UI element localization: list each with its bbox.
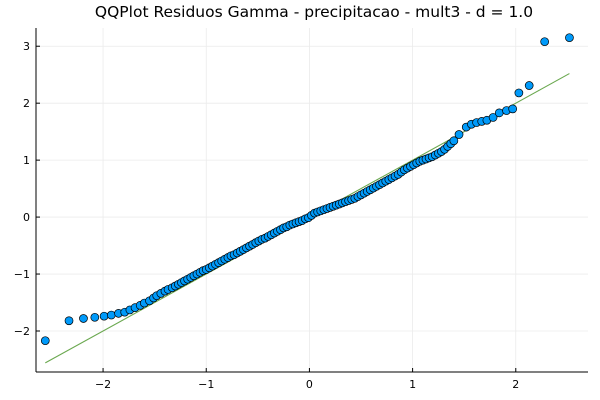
data-point bbox=[508, 104, 518, 114]
x-axis-ticks: −2 −1 0 1 2 bbox=[95, 368, 519, 391]
data-point bbox=[524, 81, 534, 90]
data-point bbox=[79, 314, 88, 323]
y-tick-label: −2 bbox=[14, 325, 30, 338]
axes bbox=[35, 28, 588, 373]
data-point bbox=[540, 37, 550, 47]
x-tick-label: 1 bbox=[409, 378, 416, 391]
data-points bbox=[40, 33, 574, 346]
data-point bbox=[454, 130, 464, 139]
y-axis-ticks: −2 −1 0 1 2 3 bbox=[14, 40, 40, 338]
x-tick-label: −1 bbox=[198, 378, 214, 391]
data-point bbox=[449, 136, 459, 146]
data-point bbox=[514, 88, 524, 98]
data-point bbox=[64, 316, 74, 326]
y-tick-label: 0 bbox=[23, 211, 30, 224]
data-point bbox=[494, 108, 504, 118]
data-point bbox=[565, 33, 574, 43]
data-point bbox=[90, 312, 100, 322]
x-tick-label: 2 bbox=[512, 378, 519, 391]
x-tick-label: −2 bbox=[95, 378, 111, 391]
y-tick-label: 3 bbox=[23, 40, 30, 53]
chart-title: QQPlot Residuos Gamma - precipitacao - m… bbox=[95, 3, 533, 21]
data-point bbox=[106, 310, 116, 320]
grid bbox=[36, 28, 588, 372]
x-tick-label: 0 bbox=[306, 378, 313, 391]
y-tick-label: 2 bbox=[23, 97, 30, 110]
data-point bbox=[40, 336, 50, 346]
data-point bbox=[488, 113, 498, 122]
data-point bbox=[99, 311, 109, 321]
y-tick-label: 1 bbox=[23, 154, 30, 167]
y-tick-label: −1 bbox=[14, 268, 30, 281]
